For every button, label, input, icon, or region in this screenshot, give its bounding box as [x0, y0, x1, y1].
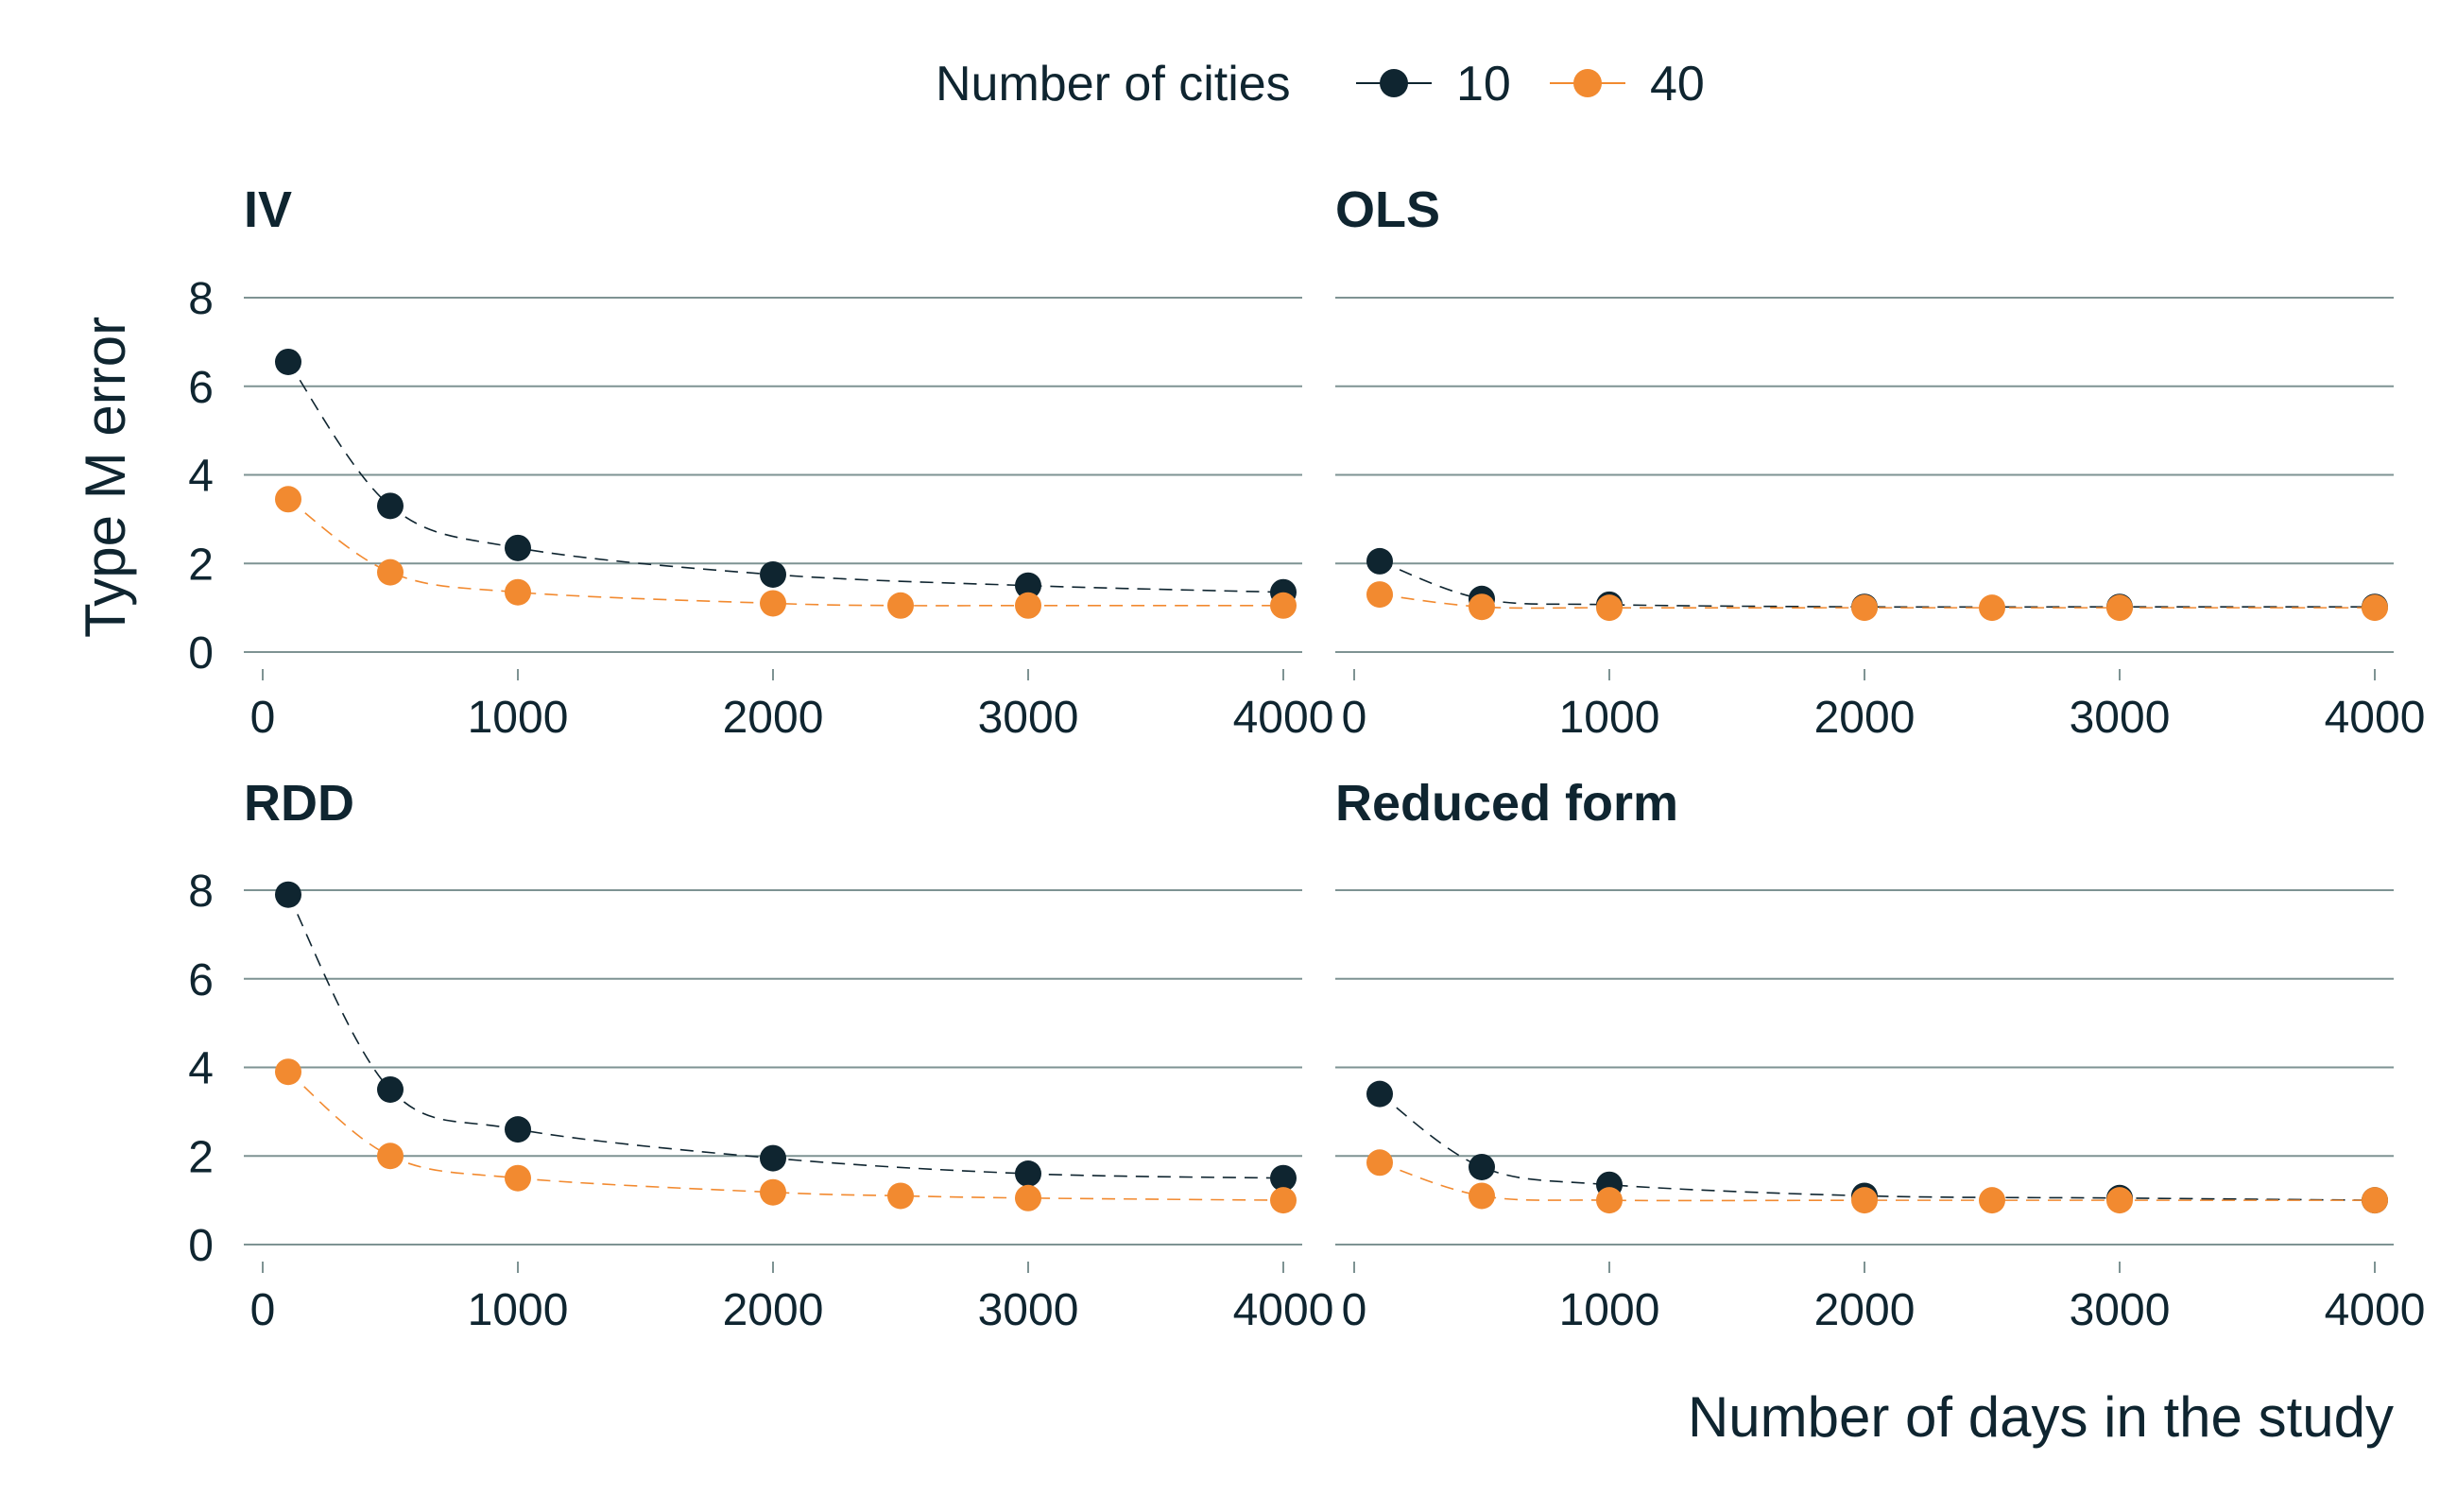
x-tick-label: 0	[250, 693, 276, 743]
data-point-40	[2362, 1187, 2388, 1214]
panel-title: IV	[244, 181, 292, 238]
data-point-10	[1366, 1080, 1393, 1108]
y-tick-label: 6	[188, 363, 214, 413]
x-tick-label: 3000	[978, 693, 1079, 743]
data-point-40	[1851, 594, 1878, 622]
x-tick-label: 2000	[1814, 1285, 1916, 1335]
x-tick-label: 4000	[2325, 1285, 2426, 1335]
legend-entry-10: 10	[1356, 57, 1511, 112]
x-tick-label: 2000	[723, 1285, 824, 1335]
y-tick-label: 6	[188, 955, 214, 1005]
series-line-10	[1379, 560, 2375, 609]
series-line-10	[287, 894, 1284, 1179]
data-point-10	[760, 560, 786, 588]
x-axis-title: Number of days in the study	[1688, 1385, 2394, 1449]
data-point-40	[505, 578, 531, 606]
y-tick-label: 2	[188, 1132, 214, 1182]
x-tick-label: 3000	[2070, 693, 2171, 743]
data-point-40	[1366, 1149, 1393, 1177]
series-line-10	[1379, 1092, 2376, 1201]
x-tick-label: 0	[1342, 1285, 1367, 1335]
data-point-40	[275, 1058, 301, 1086]
panel-title: OLS	[1335, 181, 1440, 238]
series-line-40	[287, 498, 1283, 607]
x-tick-label: 4000	[2325, 693, 2426, 743]
panel-reduced-form: Reduced form 0 1000 2000 3000 4000	[1335, 775, 2425, 1335]
x-tick-label: 2000	[723, 693, 824, 743]
data-point-40	[1366, 581, 1393, 609]
data-point-40	[505, 1164, 531, 1192]
data-point-40	[1979, 594, 2005, 622]
x-tick-label: 0	[1342, 693, 1367, 743]
data-point-40	[1596, 1187, 1623, 1214]
series-line-40	[287, 1071, 1284, 1201]
data-point-10	[505, 1116, 531, 1143]
panel-title: Reduced form	[1335, 775, 1678, 832]
data-point-40	[377, 1143, 404, 1170]
data-point-40	[1979, 1187, 2005, 1214]
data-point-40	[1596, 594, 1623, 622]
legend-label-10: 10	[1456, 57, 1511, 112]
data-point-40	[1015, 592, 1041, 619]
x-tick-label: 1000	[1559, 693, 1660, 743]
x-tick-label: 1000	[468, 693, 569, 743]
data-point-10	[1366, 547, 1393, 575]
data-point-10	[760, 1144, 786, 1172]
legend-entry-40: 40	[1550, 57, 1705, 112]
data-point-40	[275, 486, 301, 513]
legend-label-40: 40	[1650, 57, 1705, 112]
y-tick-label: 0	[188, 1221, 214, 1271]
x-tick-label: 2000	[1814, 693, 1916, 743]
legend-title: Number of cities	[936, 57, 1291, 112]
data-point-10	[1015, 1160, 1041, 1187]
data-point-10	[1270, 1164, 1297, 1192]
series-line-10	[287, 361, 1284, 593]
data-point-10	[1015, 572, 1041, 599]
data-point-40	[377, 558, 404, 586]
x-tick-label: 4000	[1233, 693, 1334, 743]
data-point-10	[377, 1075, 404, 1103]
data-point-10	[1469, 1153, 1495, 1180]
x-tick-label: 0	[250, 1285, 276, 1335]
y-tick-label: 4	[188, 452, 214, 502]
data-point-40	[2106, 1187, 2133, 1214]
data-point-40	[1270, 592, 1297, 619]
legend-marker-10	[1380, 69, 1408, 97]
y-tick-label: 4	[188, 1044, 214, 1094]
x-tick-label: 3000	[978, 1285, 1079, 1335]
data-point-10	[275, 881, 301, 908]
data-point-40	[760, 590, 786, 617]
panel-rdd: RDD 0 2 4 6 8 0 1000 2000 3000 4000	[188, 775, 1333, 1335]
y-axis-title: Type M error	[74, 317, 137, 638]
x-tick-label: 1000	[468, 1285, 569, 1335]
panel-iv: IV 0 2 4 6 8 0 1000 2000 3000 4000	[188, 181, 1333, 743]
data-point-40	[1851, 1187, 1878, 1214]
data-point-10	[377, 492, 404, 520]
data-point-40	[1270, 1187, 1297, 1214]
data-point-40	[887, 1182, 914, 1210]
data-point-40	[2362, 594, 2388, 622]
data-point-40	[2106, 594, 2133, 622]
data-point-40	[760, 1178, 786, 1206]
data-point-40	[1015, 1184, 1041, 1211]
y-tick-label: 2	[188, 540, 214, 590]
legend: Number of cities 10 40	[936, 57, 1705, 112]
legend-marker-40	[1573, 69, 1602, 97]
y-tick-label: 0	[188, 628, 214, 679]
data-point-10	[505, 534, 531, 561]
panel-title: RDD	[244, 775, 354, 832]
data-point-40	[887, 592, 914, 619]
data-point-10	[275, 348, 301, 375]
y-tick-label: 8	[188, 274, 214, 324]
x-tick-label: 1000	[1559, 1285, 1660, 1335]
x-tick-label: 4000	[1233, 1285, 1334, 1335]
y-tick-label: 8	[188, 867, 214, 917]
data-point-40	[1469, 1182, 1495, 1210]
data-point-40	[1469, 593, 1495, 621]
panel-ols: OLS 0 1000 2000 3000 4000	[1335, 181, 2425, 743]
x-tick-label: 3000	[2070, 1285, 2171, 1335]
